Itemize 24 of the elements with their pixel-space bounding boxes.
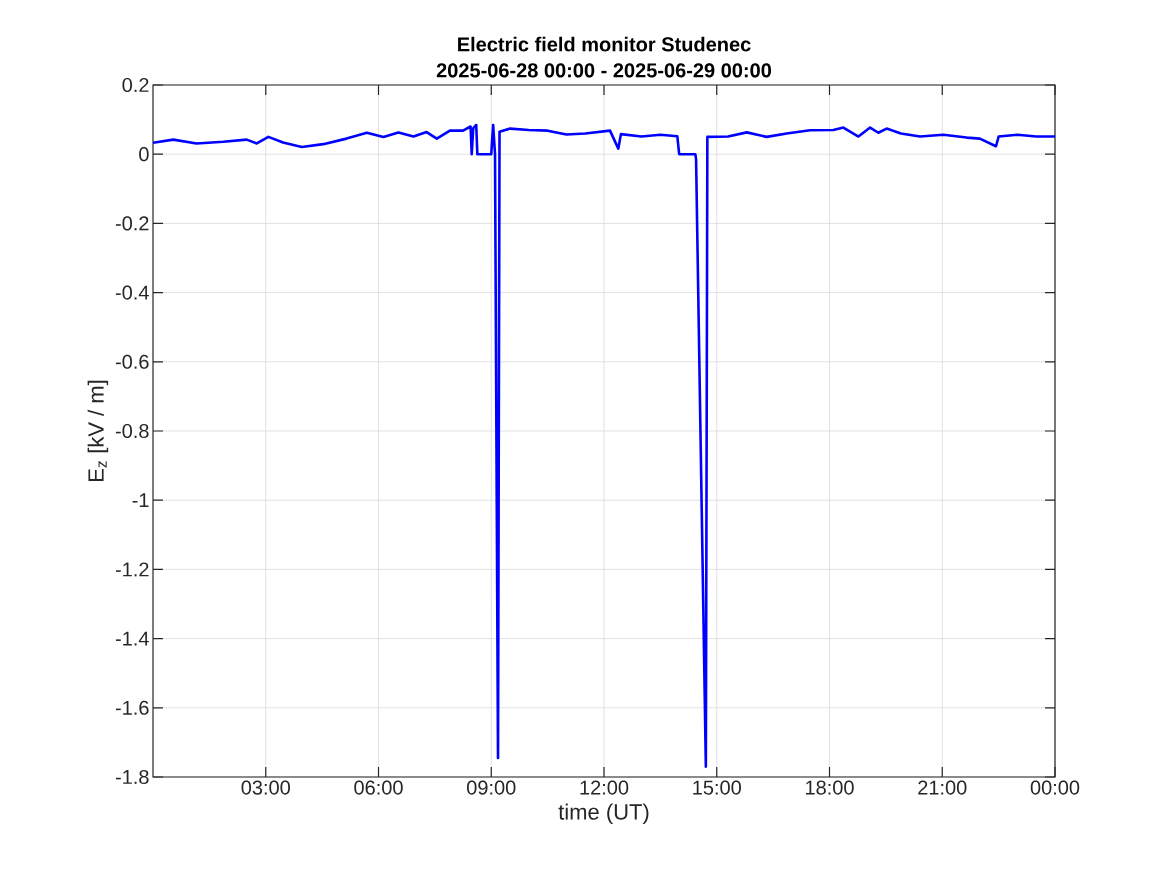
y-axis-title: E$_{z}$ [kV / m] [87,380,109,481]
y-tick-label: -0.6 [115,354,149,369]
line-series [153,123,1055,768]
y-tick-label: -0.8 [115,423,149,439]
chart-title: Electric field monitor Studenec [458,36,751,52]
y-tick-label: -0.4 [115,285,149,300]
y-tick-label: -1.2 [115,562,149,577]
x-tick-label: 00:00 [1030,780,1080,795]
x-tick-label: 21:00 [918,780,967,795]
y-tick-label: -1 [132,493,149,508]
y-tick-label: -1.4 [115,631,149,646]
x-tick-label: 03:00 [241,780,290,795]
x-tick-label: 18:00 [806,780,854,795]
y-tick-label: -1.6 [115,700,149,715]
x-tick-label: 09:00 [467,780,516,795]
x-tick-label: 15:00 [693,780,741,795]
y-tick-label: 0.2 [122,77,149,93]
chart-subtitle: 2025-06-28 00:00 - 2025-06-29 00:00 [436,63,772,78]
y-tick-label: -1.8 [115,769,149,785]
y-tick-label: 0 [139,147,149,162]
x-tick-label: 06:00 [354,780,403,795]
x-axis-title: time (UT) [558,803,649,825]
y-tick-label: -0.2 [115,216,149,231]
x-tick-label: 12:00 [580,780,629,795]
